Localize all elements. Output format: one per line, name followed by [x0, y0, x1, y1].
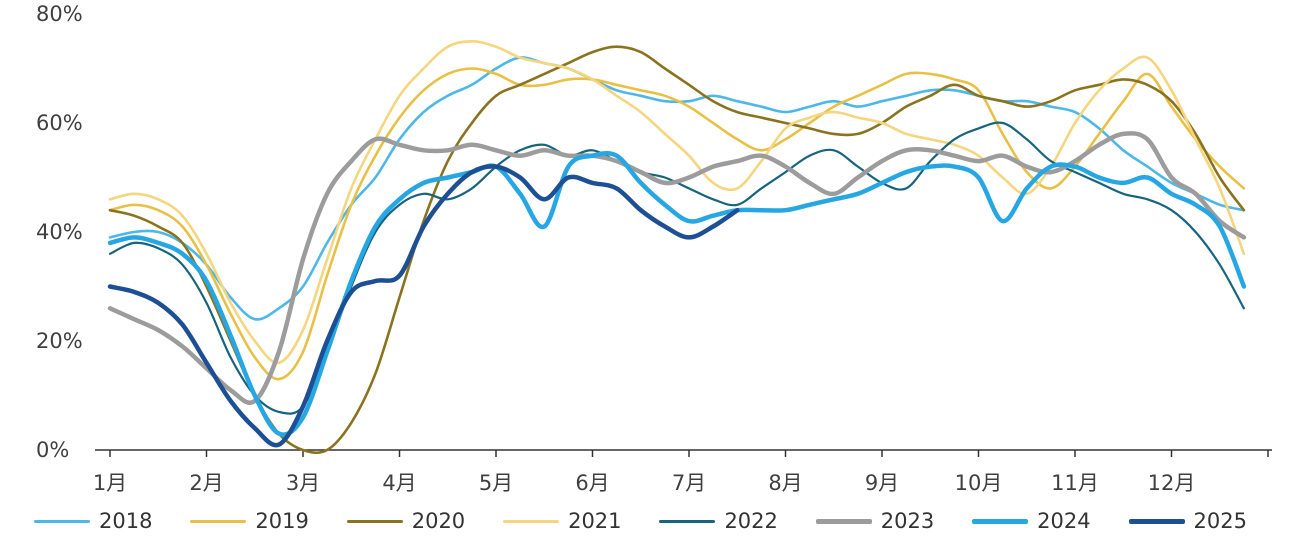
series-2020: [108, 45, 1246, 454]
x-tick-label: 4月: [382, 471, 416, 495]
legend-swatch-2020: [346, 519, 403, 523]
y-tick-label: 0%: [36, 438, 69, 462]
x-tick-label: 5月: [479, 471, 513, 495]
legend-swatch-2021: [503, 519, 560, 523]
x-tick-label: 6月: [575, 471, 609, 495]
x-tick-label: 12月: [1148, 471, 1196, 495]
x-tick-label: 3月: [286, 471, 320, 495]
legend-label: 2025: [1193, 508, 1247, 533]
series-2018: [108, 56, 1246, 321]
legend-label: 2019: [255, 508, 309, 533]
legend-swatch-2023: [815, 518, 872, 524]
x-tick-label: 1月: [93, 471, 127, 495]
series-2025: [107, 164, 740, 448]
legend-item-2019: 2019: [190, 508, 309, 533]
series-2019: [108, 67, 1246, 381]
x-tick-label: 11月: [1051, 471, 1099, 495]
series-2021: [108, 40, 1246, 365]
legend-label: 2022: [724, 508, 778, 533]
x-tick-label: 9月: [865, 471, 899, 495]
legend-label: 2023: [880, 508, 935, 533]
legend-swatch-2025: [1128, 518, 1185, 524]
legend-item-2024: 2024: [972, 508, 1091, 533]
legend-label: 2020: [411, 508, 466, 533]
legend: 2018 2019 2020 2021 2022 2023 2024 2025: [0, 500, 1289, 542]
x-tick-label: 2月: [189, 471, 223, 495]
y-tick-label: 80%: [36, 2, 83, 26]
legend-item-2023: 2023: [815, 508, 935, 533]
x-tick-label: 7月: [672, 471, 706, 495]
legend-item-2018: 2018: [34, 508, 153, 533]
legend-swatch-2018: [34, 519, 90, 523]
x-tick-label: 8月: [768, 471, 802, 495]
legend-swatch-2022: [659, 519, 716, 523]
legend-item-2022: 2022: [659, 508, 778, 533]
x-tick-label: 10月: [955, 471, 1003, 495]
legend-label: 2018: [99, 508, 153, 533]
y-tick-label: 60%: [36, 111, 83, 135]
series-2023: [107, 131, 1247, 405]
legend-swatch-2024: [972, 518, 1029, 524]
legend-item-2021: 2021: [503, 508, 622, 533]
line-chart: 0% 20% 40% 60% 80% 1月 2月 3月 4月 5月 6月 7月 8月 9月 10月 11月 12…: [36, 2, 1272, 495]
legend-label: 2024: [1037, 508, 1091, 533]
legend-item-2020: 2020: [346, 508, 466, 533]
y-tick-label: 20%: [36, 329, 83, 353]
legend-item-2025: 2025: [1128, 508, 1247, 533]
legend-swatch-2019: [190, 519, 247, 523]
series-2024: [107, 150, 1247, 437]
y-tick-label: 40%: [36, 220, 83, 244]
legend-label: 2021: [568, 508, 622, 533]
